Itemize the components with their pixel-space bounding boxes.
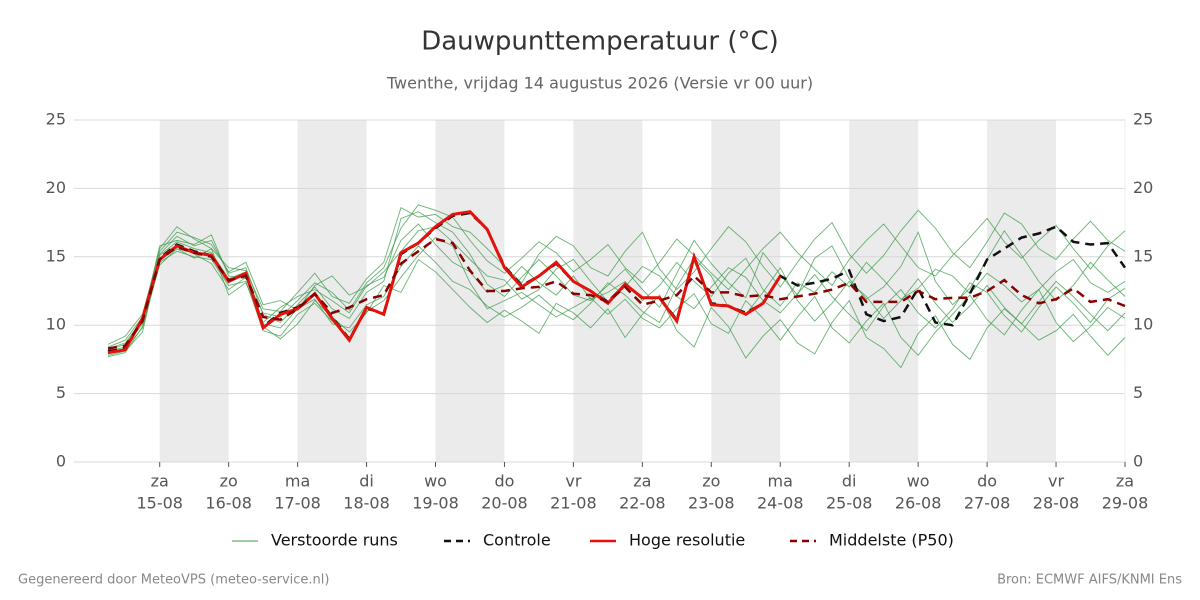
legend-label: Verstoorde runs: [271, 531, 398, 550]
x-tick-weekday: do: [977, 472, 997, 491]
x-tick-weekday: zo: [702, 472, 720, 491]
y-tick-label: 0: [56, 452, 66, 471]
y2-tick-label: 25: [1133, 110, 1153, 129]
ensemble-line: [107, 206, 1126, 348]
x-tick-weekday: di: [842, 472, 857, 491]
ensemble-line: [107, 211, 1126, 351]
x-tick-weekday: wo: [907, 472, 930, 491]
x-tick-date: 29-08: [1102, 494, 1149, 513]
legend-label: Middelste (P50): [829, 531, 954, 550]
ensemble-line: [107, 245, 1126, 358]
legend-label: Controle: [483, 531, 551, 550]
ensemble-line: [107, 223, 1126, 352]
y-tick-label: 5: [56, 383, 66, 402]
y-tick-label: 20: [46, 178, 66, 197]
y2-tick-label: 10: [1133, 315, 1153, 334]
x-tick-weekday: do: [494, 472, 514, 491]
x-tick-date: 28-08: [1033, 494, 1080, 513]
x-tick-weekday: zo: [220, 472, 238, 491]
x-tick-weekday: za: [151, 472, 169, 491]
footer-right: Bron: ECMWF AIFS/KNMI Ens: [997, 573, 1182, 588]
x-tick-date: 26-08: [895, 494, 942, 513]
chart-title: Dauwpunttemperatuur (°C): [421, 27, 779, 57]
day-band: [711, 120, 781, 462]
x-tick-date: 20-08: [481, 494, 528, 513]
x-tick-weekday: ma: [285, 472, 310, 491]
x-tick-weekday: vr: [565, 472, 581, 491]
day-band: [297, 120, 367, 462]
footer-left: Gegenereerd door MeteoVPS (meteo-service…: [18, 573, 329, 588]
x-tick-date: 24-08: [757, 494, 804, 513]
y-tick-label: 10: [46, 315, 66, 334]
y2-tick-label: 5: [1133, 383, 1143, 402]
x-tick-date: 17-08: [274, 494, 321, 513]
x-tick-weekday: ma: [768, 472, 793, 491]
x-tick-weekday: za: [633, 472, 651, 491]
x-tick-date: 27-08: [964, 494, 1011, 513]
x-tick-weekday: di: [359, 472, 374, 491]
x-tick-date: 15-08: [136, 494, 183, 513]
ensemble-line: [107, 237, 1126, 356]
x-tick-date: 16-08: [205, 494, 252, 513]
y2-tick-label: 0: [1133, 452, 1143, 471]
day-band: [159, 120, 229, 462]
x-tick-weekday: za: [1116, 472, 1134, 491]
x-tick-date: 23-08: [688, 494, 735, 513]
y-tick-label: 15: [46, 246, 66, 265]
series-line: [107, 237, 1126, 350]
x-tick-date: 21-08: [550, 494, 597, 513]
chart-subtitle: Twenthe, vrijdag 14 augustus 2026 (Versi…: [386, 74, 813, 93]
day-band: [987, 120, 1057, 462]
x-tick-date: 22-08: [619, 494, 666, 513]
y-tick-label: 25: [46, 110, 66, 129]
x-tick-weekday: wo: [424, 472, 447, 491]
x-tick-date: 18-08: [343, 494, 390, 513]
x-tick-weekday: vr: [1048, 472, 1064, 491]
y2-tick-label: 20: [1133, 178, 1153, 197]
x-tick-date: 19-08: [412, 494, 459, 513]
legend-label: Hoge resolutie: [629, 531, 745, 550]
y2-tick-label: 15: [1133, 246, 1153, 265]
x-tick-date: 25-08: [826, 494, 873, 513]
ensemble-line: [107, 243, 1126, 369]
